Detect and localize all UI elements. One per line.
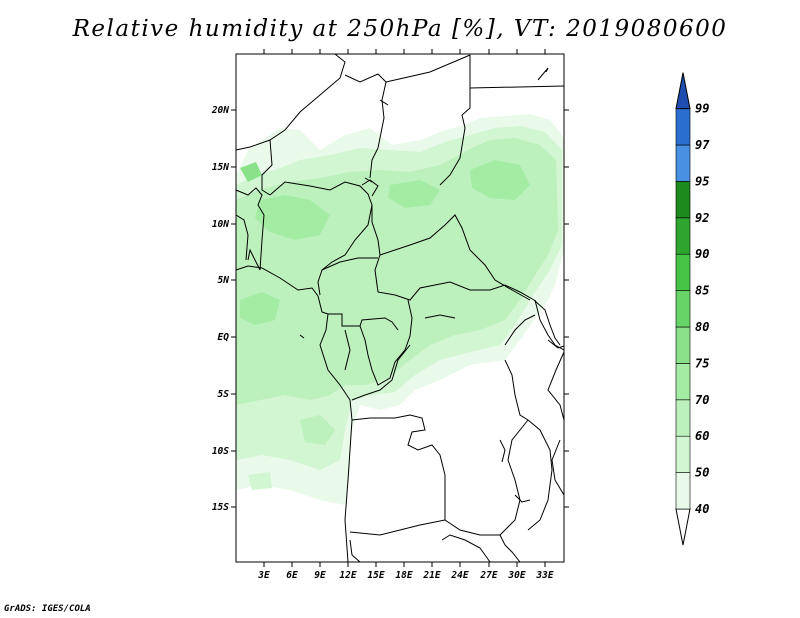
lat-tick: 10S	[212, 446, 229, 457]
lon-tick: 33E	[535, 570, 553, 581]
colorbar-box	[675, 290, 691, 328]
colorbar-label: 99	[695, 102, 709, 116]
country-borders	[235, 53, 565, 563]
lat-tick: 10N	[212, 219, 229, 230]
colorbar-box	[675, 144, 691, 182]
colorbar-label: 50	[695, 466, 709, 480]
colorbar: 40 50 60 70 75 80 85 90 92 95 97 99	[675, 72, 710, 546]
lon-tick: 27E	[479, 570, 497, 581]
colorbar-low-triangle	[675, 508, 691, 546]
colorbar-box	[675, 472, 691, 510]
map-title: Relative humidity at 250hPa [%], VT: 201…	[72, 16, 728, 42]
colorbar-label: 85	[695, 284, 709, 298]
colorbar-box	[675, 435, 691, 473]
lon-tick: 30E	[507, 570, 525, 581]
colorbar-box	[675, 399, 691, 437]
lon-tick: 21E	[422, 570, 440, 581]
lon-tick: 18E	[395, 570, 412, 581]
plot-frame	[235, 53, 565, 563]
colorbar-label: 90	[695, 247, 709, 261]
colorbar-label: 40	[695, 502, 709, 516]
latitude-axis: 20N 15N 10N 5N EQ 5S 10S 15S	[211, 105, 569, 513]
lon-tick: 12E	[339, 570, 356, 581]
colorbar-box	[675, 181, 691, 219]
lon-tick: 24E	[450, 570, 468, 581]
colorbar-label: 70	[695, 393, 709, 407]
lon-tick: 3E	[257, 570, 270, 581]
lat-tick: EQ	[218, 332, 230, 343]
lon-tick: 6E	[286, 570, 298, 581]
lon-tick: 15E	[367, 570, 384, 581]
colorbar-label: 97	[695, 138, 710, 152]
lat-tick: 5S	[218, 389, 230, 400]
colorbar-box	[675, 108, 691, 146]
lon-tick: 9E	[314, 570, 326, 581]
credit-label: GrADS: IGES/COLA	[4, 604, 91, 614]
colorbar-label: 80	[695, 320, 709, 334]
colorbar-high-triangle	[675, 72, 691, 110]
colorbar-box	[675, 217, 691, 255]
colorbar-box	[675, 253, 691, 291]
lat-tick: 20N	[211, 105, 229, 116]
lat-tick: 15S	[212, 502, 229, 513]
colorbar-box	[675, 363, 691, 401]
colorbar-label: 92	[695, 211, 709, 225]
colorbar-label: 60	[695, 429, 709, 443]
humidity-field	[236, 114, 564, 505]
lat-tick: 5N	[218, 275, 230, 286]
colorbar-box	[675, 326, 691, 364]
colorbar-label: 75	[695, 356, 709, 370]
colorbar-label: 95	[695, 174, 709, 188]
lat-tick: 15N	[212, 162, 229, 173]
longitude-axis: 3E 6E 9E 12E 15E 18E 21E 24E 27E 30E 33E	[257, 49, 554, 581]
